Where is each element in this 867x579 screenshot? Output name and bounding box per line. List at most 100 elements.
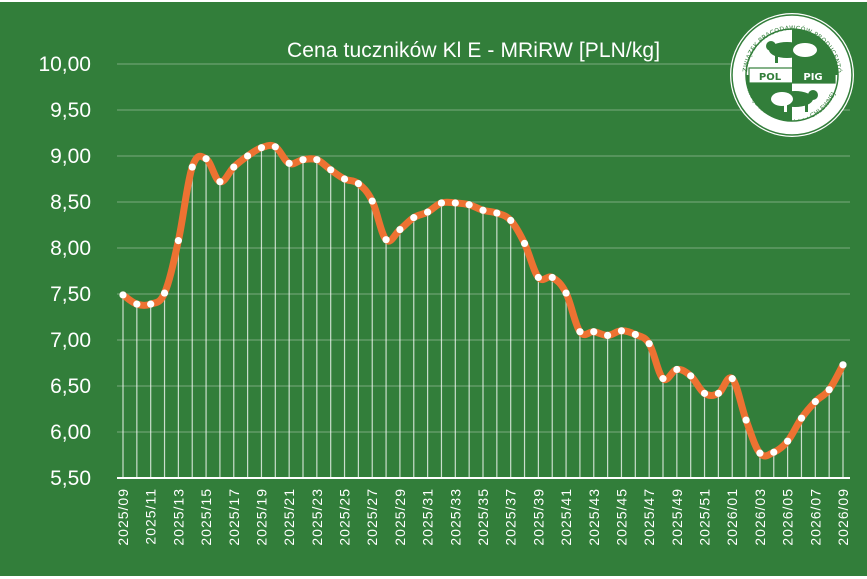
- y-tick-label: 9,50: [50, 99, 91, 122]
- data-point-marker: [147, 300, 155, 308]
- x-tick-label: 2025/49: [669, 488, 685, 546]
- y-tick-label: 5,50: [50, 467, 91, 490]
- x-tick-label: 2025/37: [503, 488, 519, 546]
- data-point-marker: [797, 414, 806, 422]
- x-axis: 2025/09 2025/11 2025/13 2025/15 2025/17 2025/…: [115, 488, 851, 546]
- data-point-marker: [174, 237, 182, 245]
- data-point-marker: [424, 208, 432, 216]
- data-point-marker: [825, 386, 833, 394]
- data-point-marker: [299, 156, 307, 164]
- x-tick-label: 2026/07: [807, 488, 823, 546]
- data-point-marker: [354, 180, 362, 188]
- data-point-marker: [244, 152, 252, 160]
- x-tick-label: 2025/13: [170, 488, 186, 546]
- y-tick-label: 10,00: [38, 53, 91, 76]
- x-tick-label: 2025/15: [198, 488, 214, 546]
- x-tick-label: 2025/43: [586, 488, 602, 546]
- data-point-marker: [714, 389, 722, 397]
- data-point-marker: [742, 416, 750, 424]
- x-tick-label: 2025/35: [475, 488, 491, 546]
- data-point-marker: [673, 365, 681, 374]
- x-tick-label: 2026/03: [752, 488, 768, 546]
- x-tick-label: 2025/11: [143, 488, 159, 545]
- x-tick-label: 2026/05: [780, 488, 796, 546]
- x-tick-label: 2026/09: [835, 488, 851, 546]
- data-point-marker: [465, 201, 473, 209]
- data-point-marker: [520, 239, 529, 247]
- data-point-marker: [811, 398, 819, 406]
- data-point-marker: [396, 226, 404, 234]
- data-point-marker: [410, 214, 418, 222]
- data-point-marker: [493, 209, 501, 217]
- x-tick-label: 2025/33: [447, 488, 463, 546]
- data-point-marker: [202, 155, 210, 163]
- data-point-marker: [133, 300, 141, 308]
- data-point-marker: [617, 327, 626, 335]
- x-tick-label: 2025/39: [530, 488, 546, 546]
- y-tick-label: 6,00: [50, 421, 91, 444]
- x-tick-label: 2025/09: [115, 488, 131, 546]
- data-point-marker: [230, 163, 238, 171]
- x-tick-label: 2025/47: [641, 488, 657, 546]
- data-point-marker: [216, 178, 224, 186]
- data-point-marker: [534, 273, 542, 282]
- pig-icon-top: [766, 41, 817, 63]
- logo-pig-text: PIG: [803, 72, 822, 83]
- x-tick-label: 2025/21: [281, 488, 297, 546]
- data-point-marker: [451, 199, 459, 207]
- y-tick-label: 9,00: [50, 145, 91, 168]
- chart-title: Cena tuczników Kl E - MRiRW [PLN/kg]: [287, 39, 661, 62]
- x-tick-label: 2025/31: [420, 488, 436, 546]
- data-point-marker: [728, 375, 736, 383]
- data-point-marker: [257, 144, 266, 152]
- data-point-marker: [479, 206, 487, 214]
- data-point-marker: [631, 330, 639, 339]
- data-markers: [119, 143, 847, 457]
- x-tick-label: 2025/17: [226, 488, 242, 546]
- x-tick-label: 2025/29: [392, 488, 408, 546]
- x-tick-label: 2025/45: [613, 488, 629, 546]
- y-tick-label: 7,50: [50, 283, 91, 306]
- pig-icon-bottom: [771, 90, 818, 112]
- x-tick-label: 2025/27: [364, 488, 380, 546]
- data-point-marker: [645, 340, 653, 348]
- x-tick-label: 2026/01: [724, 488, 740, 546]
- data-point-marker: [659, 375, 667, 383]
- data-point-marker: [700, 389, 709, 397]
- logo-pol-text: POL: [759, 72, 782, 83]
- data-point-marker: [507, 216, 515, 224]
- data-point-marker: [119, 291, 127, 299]
- y-axis: 5,50 6,00 6,50 7,00 7,50 8,00 8,50 9,00 9,50 10,0…: [38, 53, 91, 490]
- data-point-marker: [562, 289, 570, 297]
- data-point-marker: [687, 372, 695, 380]
- data-point-marker: [271, 143, 279, 151]
- data-point-marker: [313, 156, 321, 164]
- data-point-marker: [327, 166, 335, 174]
- x-tick-label: 2025/25: [337, 488, 353, 546]
- y-tick-label: 6,50: [50, 375, 91, 398]
- data-point-marker: [437, 199, 446, 207]
- data-point-marker: [839, 361, 847, 369]
- data-point-marker: [340, 175, 349, 183]
- data-point-marker: [576, 328, 584, 336]
- data-point-marker: [756, 449, 764, 457]
- x-tick-label: 2025/19: [253, 488, 269, 546]
- y-tick-label: 8,00: [50, 237, 91, 260]
- x-tick-label: 2025/51: [697, 488, 713, 546]
- x-tick-label: 2025/23: [309, 488, 325, 546]
- data-point-marker: [548, 273, 556, 282]
- data-point-marker: [784, 437, 792, 445]
- data-point-marker: [604, 331, 612, 339]
- x-tick-label: 2025/41: [558, 488, 574, 546]
- data-point-marker: [188, 163, 196, 171]
- polpig-logo: POL PIG ZWIĄZEK PRACODAWCÓW PRODUCENTÓW …: [727, 10, 854, 137]
- data-point-marker: [285, 159, 293, 167]
- data-point-marker: [160, 289, 169, 297]
- drop-lines: [122, 146, 844, 478]
- y-tick-label: 8,50: [50, 191, 91, 214]
- y-tick-label: 7,00: [50, 329, 91, 352]
- data-point-marker: [382, 236, 390, 244]
- data-point-marker: [770, 448, 778, 456]
